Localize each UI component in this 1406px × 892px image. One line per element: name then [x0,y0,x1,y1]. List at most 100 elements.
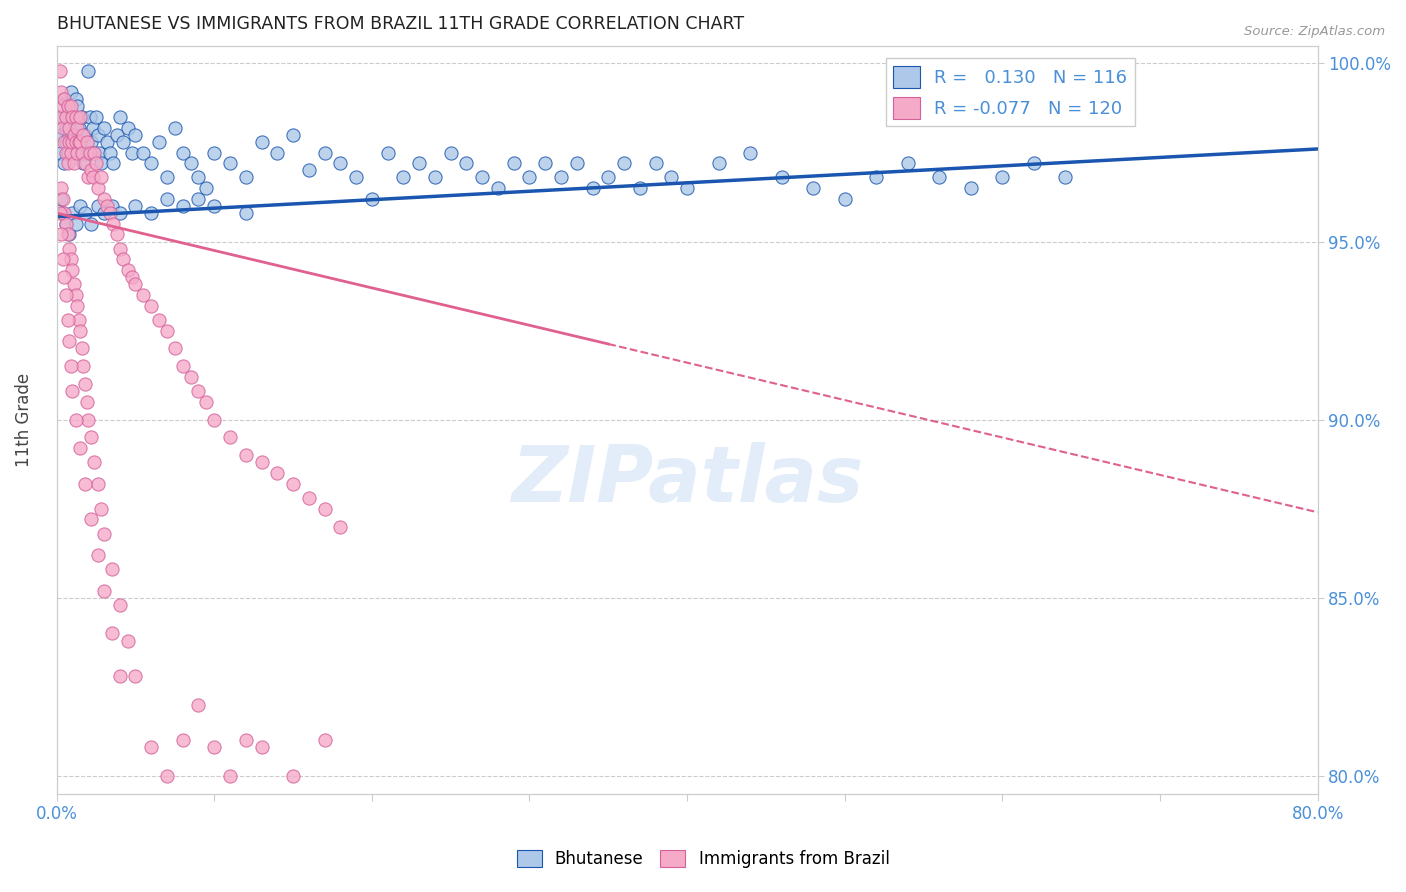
Point [60,206,83,220]
Point [77,170,100,185]
Point [103,156,125,170]
Point [187,384,209,399]
Point [219,430,242,444]
Point [58,128,80,142]
Point [58,334,80,349]
Point [141,156,163,170]
Point [70,342,93,356]
Point [65,412,87,426]
Point [53,92,76,106]
Point [52,252,75,267]
Point [66,99,89,113]
Point [486,181,509,195]
Point [65,145,87,160]
Point [73,476,96,491]
Point [58,135,80,149]
Point [156,324,179,338]
Point [108,110,131,124]
Point [550,170,572,185]
Point [770,170,793,185]
Point [628,181,651,195]
Point [111,135,134,149]
Point [502,156,524,170]
Point [76,145,98,160]
Point [676,181,699,195]
Point [90,156,112,170]
Point [250,135,273,149]
Point [344,170,367,185]
Point [86,199,108,213]
Point [163,342,186,356]
Point [897,156,920,170]
Point [598,170,620,185]
Point [56,145,79,160]
Point [52,120,75,135]
Point [148,313,170,327]
Point [80,512,103,526]
Point [180,156,202,170]
Point [63,277,86,292]
Point [80,135,103,149]
Point [51,227,73,242]
Point [77,63,100,78]
Point [195,181,218,195]
Point [79,145,101,160]
Point [235,733,257,747]
Point [83,145,105,160]
Point [93,192,115,206]
Point [314,733,336,747]
Point [111,252,134,267]
Point [314,501,336,516]
Point [55,110,77,124]
Point [52,192,75,206]
Point [59,99,82,113]
Point [66,145,89,160]
Point [298,163,321,178]
Point [63,120,86,135]
Point [52,110,75,124]
Point [56,313,79,327]
Point [66,120,89,135]
Point [53,270,76,285]
Point [281,128,304,142]
Point [70,145,93,160]
Point [60,110,83,124]
Point [519,170,541,185]
Point [659,170,682,185]
Point [49,128,72,142]
Point [250,455,273,469]
Point [63,156,86,170]
Point [408,156,430,170]
Point [471,170,494,185]
Point [86,181,108,195]
Point [86,476,108,491]
Point [73,377,96,392]
Point [80,217,103,231]
Point [121,270,143,285]
Point [1022,156,1045,170]
Point [101,626,124,640]
Point [195,395,218,409]
Text: ZIPatlas: ZIPatlas [510,442,863,517]
Point [141,206,163,220]
Point [314,145,336,160]
Point [250,740,273,755]
Point [84,110,107,124]
Point [117,263,139,277]
Point [69,199,91,213]
Point [73,156,96,170]
Point [329,156,352,170]
Point [58,120,80,135]
Point [101,562,124,576]
Point [156,192,179,206]
Point [235,448,257,462]
Point [565,156,588,170]
Point [65,217,87,231]
Point [219,769,242,783]
Point [56,156,79,170]
Point [108,598,131,612]
Point [65,135,87,149]
Point [281,769,304,783]
Point [707,156,730,170]
Point [360,192,382,206]
